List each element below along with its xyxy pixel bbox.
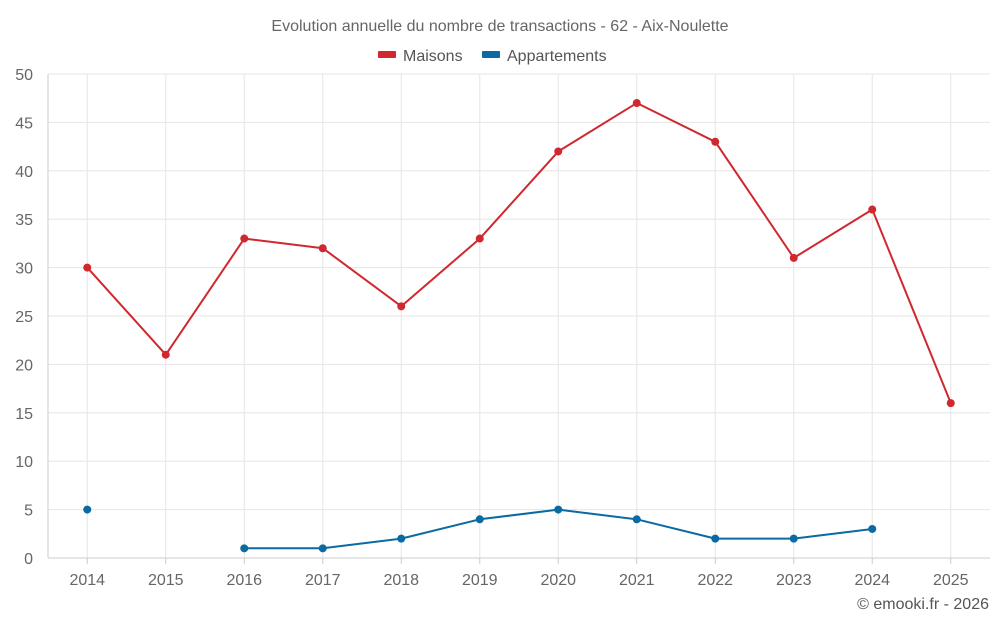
data-point-appartements[interactable]: [318, 544, 327, 553]
y-axis-ticks: 0 5 10 15 20 25 30 35 40 45 50: [15, 67, 33, 568]
data-point-maisons[interactable]: [554, 147, 563, 156]
data-point-appartements[interactable]: [632, 515, 641, 524]
data-point-maisons[interactable]: [83, 263, 92, 272]
y-tick-label: 45: [15, 115, 33, 132]
y-tick-label: 25: [15, 309, 33, 326]
y-tick-label: 35: [15, 212, 33, 229]
data-point-maisons[interactable]: [632, 99, 641, 108]
data-point-appartements[interactable]: [711, 534, 720, 543]
x-tick-label: 2019: [462, 572, 498, 589]
series-line-maisons: [86, 102, 952, 404]
series-appartements: [83, 505, 877, 553]
legend-swatch-maisons: [378, 51, 396, 58]
y-tick-label: 0: [24, 551, 33, 568]
x-tick-label: 2017: [305, 572, 341, 589]
series-maisons: [83, 99, 955, 408]
data-point-appartements[interactable]: [240, 544, 249, 553]
y-tick-label: 30: [15, 261, 33, 278]
data-point-maisons[interactable]: [397, 302, 406, 311]
data-point-appartements[interactable]: [554, 505, 563, 514]
data-point-maisons[interactable]: [789, 253, 798, 262]
y-tick-label: 15: [15, 406, 33, 423]
data-point-maisons[interactable]: [711, 137, 720, 146]
grid: [48, 73, 990, 558]
x-tick-label: 2023: [776, 572, 812, 589]
data-point-appartements[interactable]: [868, 524, 877, 533]
data-point-maisons[interactable]: [240, 234, 249, 243]
y-tick-label: 20: [15, 357, 33, 374]
legend-item-maisons[interactable]: Maisons: [378, 48, 463, 65]
data-point-maisons[interactable]: [946, 399, 955, 408]
y-tick-label: 50: [15, 67, 33, 84]
x-tick-label: 2015: [148, 572, 184, 589]
x-tick-label: 2014: [69, 572, 105, 589]
legend-swatch-appartements: [482, 51, 500, 58]
legend-item-appartements[interactable]: Appartements: [482, 48, 607, 65]
series-layer: [83, 99, 955, 553]
data-point-maisons[interactable]: [318, 244, 327, 253]
x-tick-label: 2020: [540, 572, 576, 589]
data-point-maisons[interactable]: [475, 234, 484, 243]
credit-text: © emooki.fr - 2026: [857, 596, 989, 613]
data-point-maisons[interactable]: [161, 350, 170, 359]
y-tick-label: 40: [15, 164, 33, 181]
legend-label-appartements: Appartements: [507, 48, 607, 65]
data-point-appartements[interactable]: [83, 505, 92, 514]
x-tick-label: 2021: [619, 572, 655, 589]
legend: Maisons Appartements: [378, 48, 607, 65]
y-tick-label: 10: [15, 454, 33, 471]
legend-label-maisons: Maisons: [403, 48, 463, 65]
x-tick-label: 2025: [933, 572, 969, 589]
y-tick-label: 5: [24, 503, 33, 520]
x-tick-label: 2024: [854, 572, 890, 589]
x-tick-label: 2018: [383, 572, 419, 589]
data-point-maisons[interactable]: [868, 205, 877, 214]
x-tick-label: 2022: [697, 572, 733, 589]
data-point-appartements[interactable]: [789, 534, 798, 543]
data-point-appartements[interactable]: [475, 515, 484, 524]
x-tick-label: 2016: [226, 572, 262, 589]
chart-title: Evolution annuelle du nombre de transact…: [271, 18, 728, 35]
data-point-appartements[interactable]: [397, 534, 406, 543]
x-axis-ticks: 2014 2015 2016 2017 2018 2019 2020 2021 2022 2023…: [69, 572, 968, 589]
axes: [47, 74, 990, 564]
